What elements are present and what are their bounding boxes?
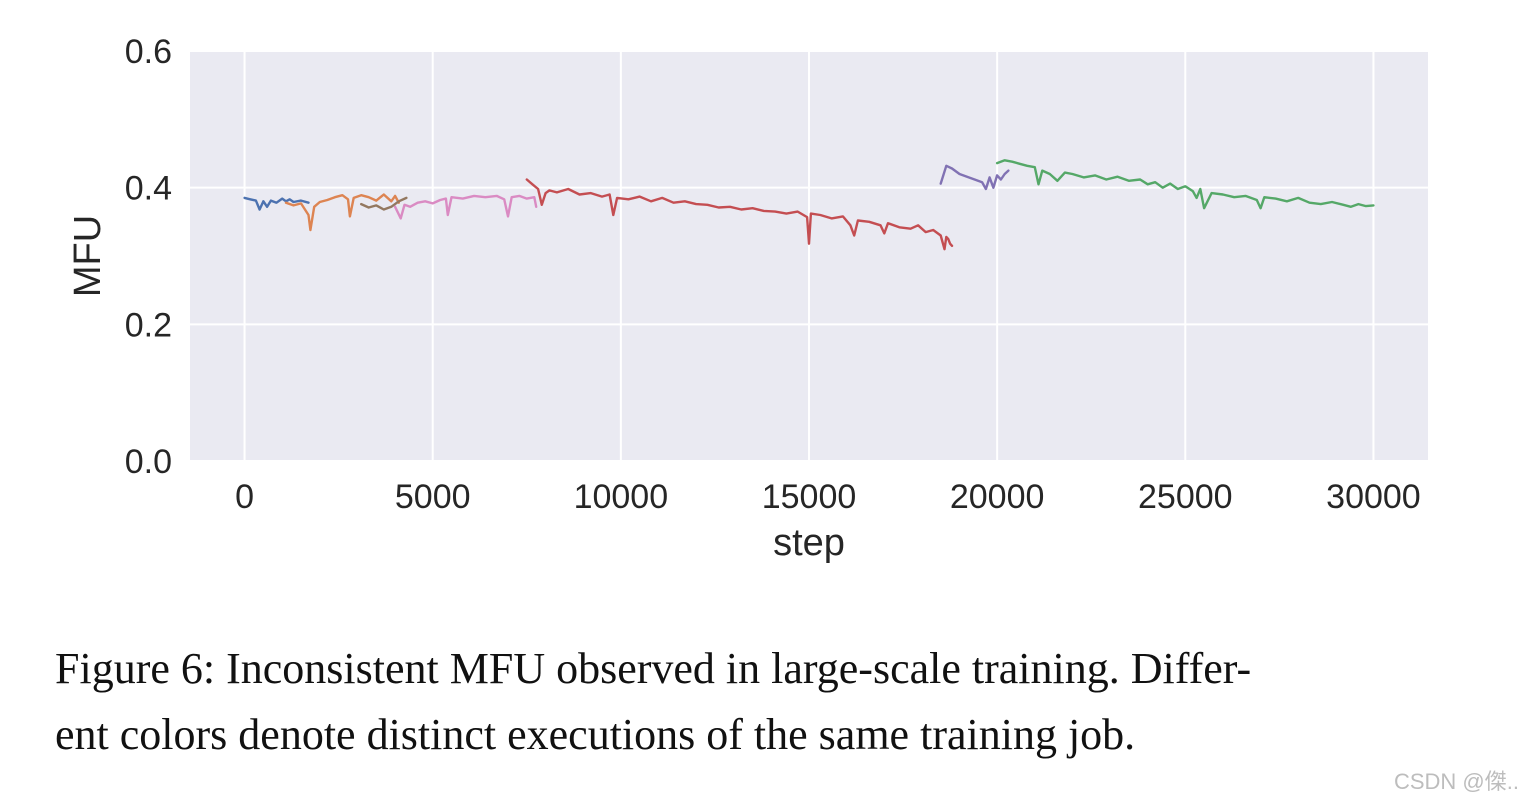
grid-lines [190, 50, 1428, 462]
series-line-6 [939, 164, 1010, 191]
series-line-1 [243, 196, 310, 211]
caption-line-1: Figure 6: Inconsistent MFU observed in l… [55, 644, 1252, 693]
x-tick-label: 20000 [950, 478, 1045, 516]
watermark: CSDN @傑.. [1393, 769, 1519, 794]
x-tick-label: 10000 [574, 478, 669, 516]
x-axis-label: step [773, 522, 845, 564]
x-tick-label: 15000 [762, 478, 857, 516]
series-line-2 [284, 193, 400, 232]
x-tick-label: 25000 [1138, 478, 1233, 516]
series-line-7 [995, 159, 1375, 210]
y-tick-label: 0.4 [125, 170, 172, 208]
x-tick-labels: 0 5000 10000 15000 20000 25000 30000 [235, 478, 1421, 516]
y-axis-label: MFU [67, 215, 109, 297]
x-tick-label: 0 [235, 478, 254, 516]
y-tick-labels: 0.0 0.2 0.4 0.6 [125, 33, 172, 481]
x-tick-label: 5000 [395, 478, 471, 516]
caption-line-2: ent colors denote distinct executions of… [55, 710, 1136, 759]
mfu-line-chart: 0 5000 10000 15000 20000 25000 30000 0.0 0.2 0.4… [67, 33, 1428, 564]
y-tick-label: 0.0 [125, 443, 172, 481]
series-line-3 [360, 196, 408, 211]
x-tick-label: 30000 [1326, 478, 1421, 516]
series-line-5 [525, 178, 954, 251]
series-lines [243, 159, 1375, 251]
y-tick-label: 0.2 [125, 306, 172, 344]
series-line-4 [393, 194, 538, 220]
y-tick-label: 0.6 [125, 33, 172, 71]
figure-caption: Figure 6: Inconsistent MFU observed in l… [55, 636, 1505, 768]
